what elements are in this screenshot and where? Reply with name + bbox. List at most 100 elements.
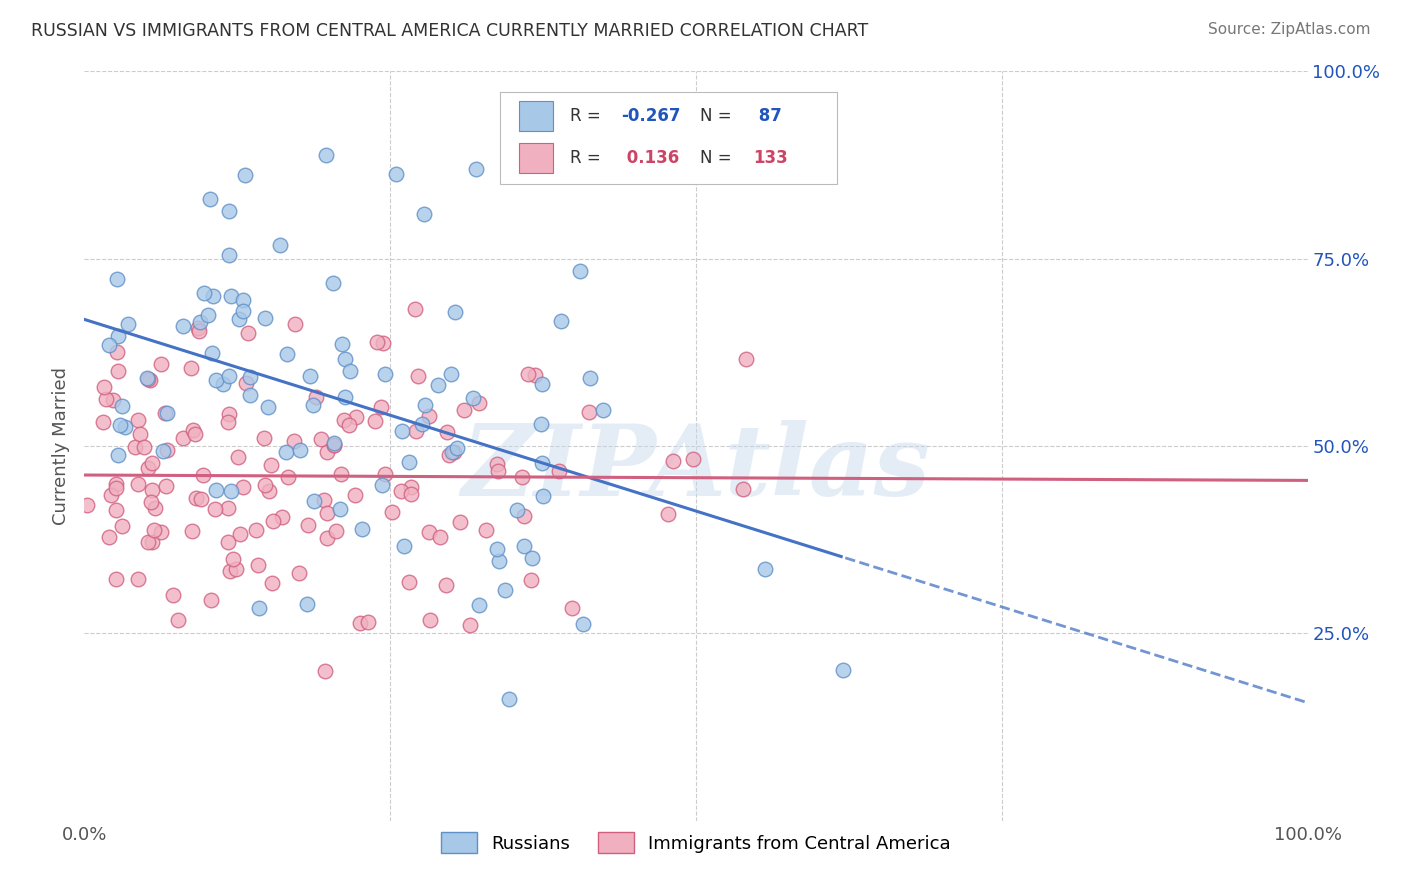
Point: [191, 467, 214, 482]
Point: [277, 470, 299, 484]
Point: [530, 417, 553, 431]
Point: [218, 407, 240, 421]
Point: [343, 487, 366, 501]
Point: [339, 363, 361, 377]
Point: [239, 387, 262, 401]
Point: [219, 483, 242, 498]
Point: [262, 514, 284, 528]
Point: [373, 336, 395, 351]
Point: [572, 616, 595, 631]
Point: [305, 390, 328, 404]
Point: [150, 357, 173, 371]
Point: [413, 207, 436, 221]
Point: [315, 445, 337, 459]
Point: [202, 289, 225, 303]
Point: [155, 479, 177, 493]
Point: [550, 314, 572, 328]
Point: [418, 524, 440, 539]
Point: [184, 426, 207, 441]
Point: [181, 423, 204, 437]
Point: [439, 367, 461, 381]
Point: [381, 505, 404, 519]
Point: [172, 431, 194, 445]
Point: [832, 663, 855, 677]
Point: [531, 376, 554, 391]
Point: [578, 405, 600, 419]
Point: [449, 515, 471, 529]
Point: [105, 476, 128, 491]
Point: [398, 455, 420, 469]
Point: [429, 531, 451, 545]
Point: [288, 442, 311, 457]
Point: [254, 477, 277, 491]
Point: [107, 329, 129, 343]
Point: [754, 562, 776, 576]
Point: [297, 517, 319, 532]
Point: [408, 368, 430, 383]
Point: [217, 500, 239, 515]
Point: [200, 592, 222, 607]
Point: [105, 503, 128, 517]
Point: [364, 414, 387, 428]
Point: [246, 558, 269, 573]
Text: R =: R =: [569, 149, 606, 167]
Point: [322, 438, 344, 452]
Point: [262, 576, 284, 591]
Point: [384, 167, 406, 181]
Point: [127, 413, 149, 427]
Point: [366, 335, 388, 350]
Point: [117, 317, 139, 331]
Point: [152, 444, 174, 458]
Point: [218, 204, 240, 219]
Point: [475, 523, 498, 537]
Point: [323, 437, 346, 451]
Point: [314, 492, 336, 507]
Text: 0.136: 0.136: [621, 149, 679, 167]
Point: [232, 304, 254, 318]
Point: [226, 450, 249, 465]
Point: [222, 552, 245, 566]
Point: [298, 368, 321, 383]
Point: [371, 478, 394, 492]
Point: [283, 434, 305, 448]
Point: [315, 148, 337, 162]
Point: [228, 526, 250, 541]
Point: [271, 509, 294, 524]
Point: [465, 162, 488, 177]
FancyBboxPatch shape: [501, 93, 837, 184]
Point: [498, 692, 520, 706]
Point: [512, 508, 534, 523]
Point: [374, 467, 396, 481]
Point: [156, 406, 179, 420]
Point: [510, 470, 533, 484]
Point: [506, 503, 529, 517]
Point: [141, 456, 163, 470]
Point: [314, 664, 336, 678]
Point: [269, 237, 291, 252]
Point: [172, 318, 194, 333]
Point: [398, 575, 420, 590]
Point: [344, 409, 367, 424]
Point: [247, 600, 270, 615]
Point: [193, 286, 215, 301]
Point: [138, 534, 160, 549]
Point: [370, 400, 392, 414]
Point: [107, 364, 129, 378]
Point: [108, 417, 131, 432]
Point: [204, 501, 226, 516]
Point: [568, 264, 591, 278]
Point: [97, 530, 120, 544]
Point: [304, 494, 326, 508]
Point: [662, 454, 685, 468]
Point: [413, 398, 436, 412]
Legend: Russians, Immigrants from Central America: Russians, Immigrants from Central Americ…: [434, 825, 957, 860]
Point: [111, 399, 134, 413]
Point: [76, 498, 98, 512]
Text: 133: 133: [754, 149, 789, 167]
Point: [187, 325, 209, 339]
Point: [519, 573, 541, 587]
Point: [295, 597, 318, 611]
Point: [197, 308, 219, 322]
Text: N =: N =: [700, 106, 737, 125]
Point: [468, 599, 491, 613]
